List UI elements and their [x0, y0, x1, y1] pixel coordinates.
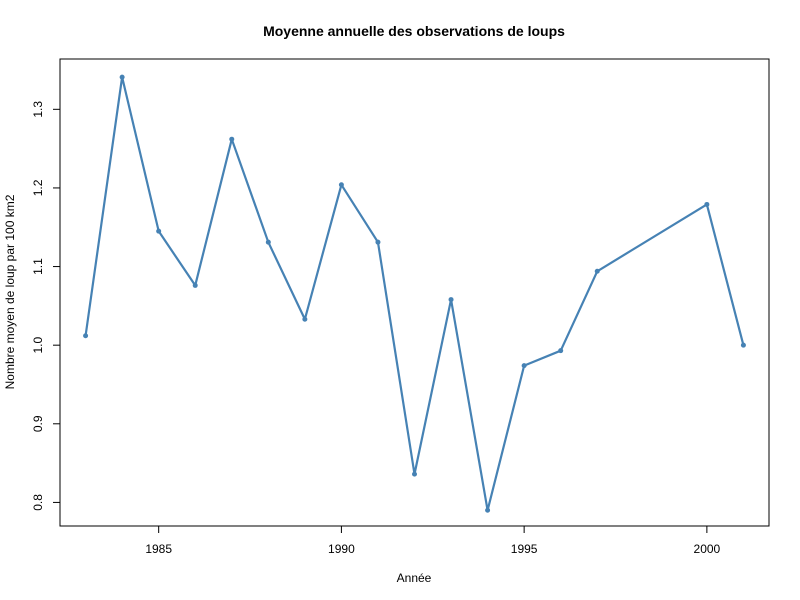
x-tick-label: 1985	[145, 542, 172, 556]
plot-frame	[59, 58, 770, 527]
series-line-group	[83, 74, 746, 513]
data-point	[485, 507, 491, 513]
data-point	[302, 316, 308, 322]
data-point	[265, 239, 271, 245]
y-axis-label: Nombre moyen de loup par 100 km2	[3, 194, 17, 389]
x-tick-label: 1990	[328, 542, 355, 556]
series-line	[84, 75, 745, 512]
x-axis: 1985 1990 1995 2000	[145, 525, 721, 556]
data-point	[156, 228, 162, 234]
data-point	[83, 333, 89, 339]
data-point	[412, 471, 417, 477]
x-tick-label: 1995	[511, 542, 538, 556]
y-tick-label: 1.1	[31, 258, 45, 275]
y-tick-label: 1.3	[31, 101, 45, 118]
y-axis: 0.8 0.9 1.0 1.1 1.2 1.3	[31, 101, 60, 511]
y-tick-label: 0.9	[31, 415, 45, 432]
data-point	[338, 182, 344, 188]
x-axis-label: Année	[397, 571, 432, 585]
data-point	[704, 201, 710, 207]
data-point	[375, 239, 381, 245]
data-point	[192, 282, 198, 288]
y-tick-label: 1.2	[31, 179, 45, 196]
x-tick-label: 2000	[694, 542, 721, 556]
data-point	[558, 348, 564, 354]
data-point	[594, 268, 600, 274]
data-point	[119, 74, 125, 80]
chart-title: Moyenne annuelle des observations de lou…	[263, 23, 565, 39]
data-point	[448, 297, 454, 303]
data-point	[521, 363, 527, 369]
data-point	[740, 342, 746, 348]
y-tick-label: 0.8	[31, 494, 45, 511]
data-point	[229, 136, 235, 142]
y-tick-label: 1.0	[31, 337, 45, 354]
